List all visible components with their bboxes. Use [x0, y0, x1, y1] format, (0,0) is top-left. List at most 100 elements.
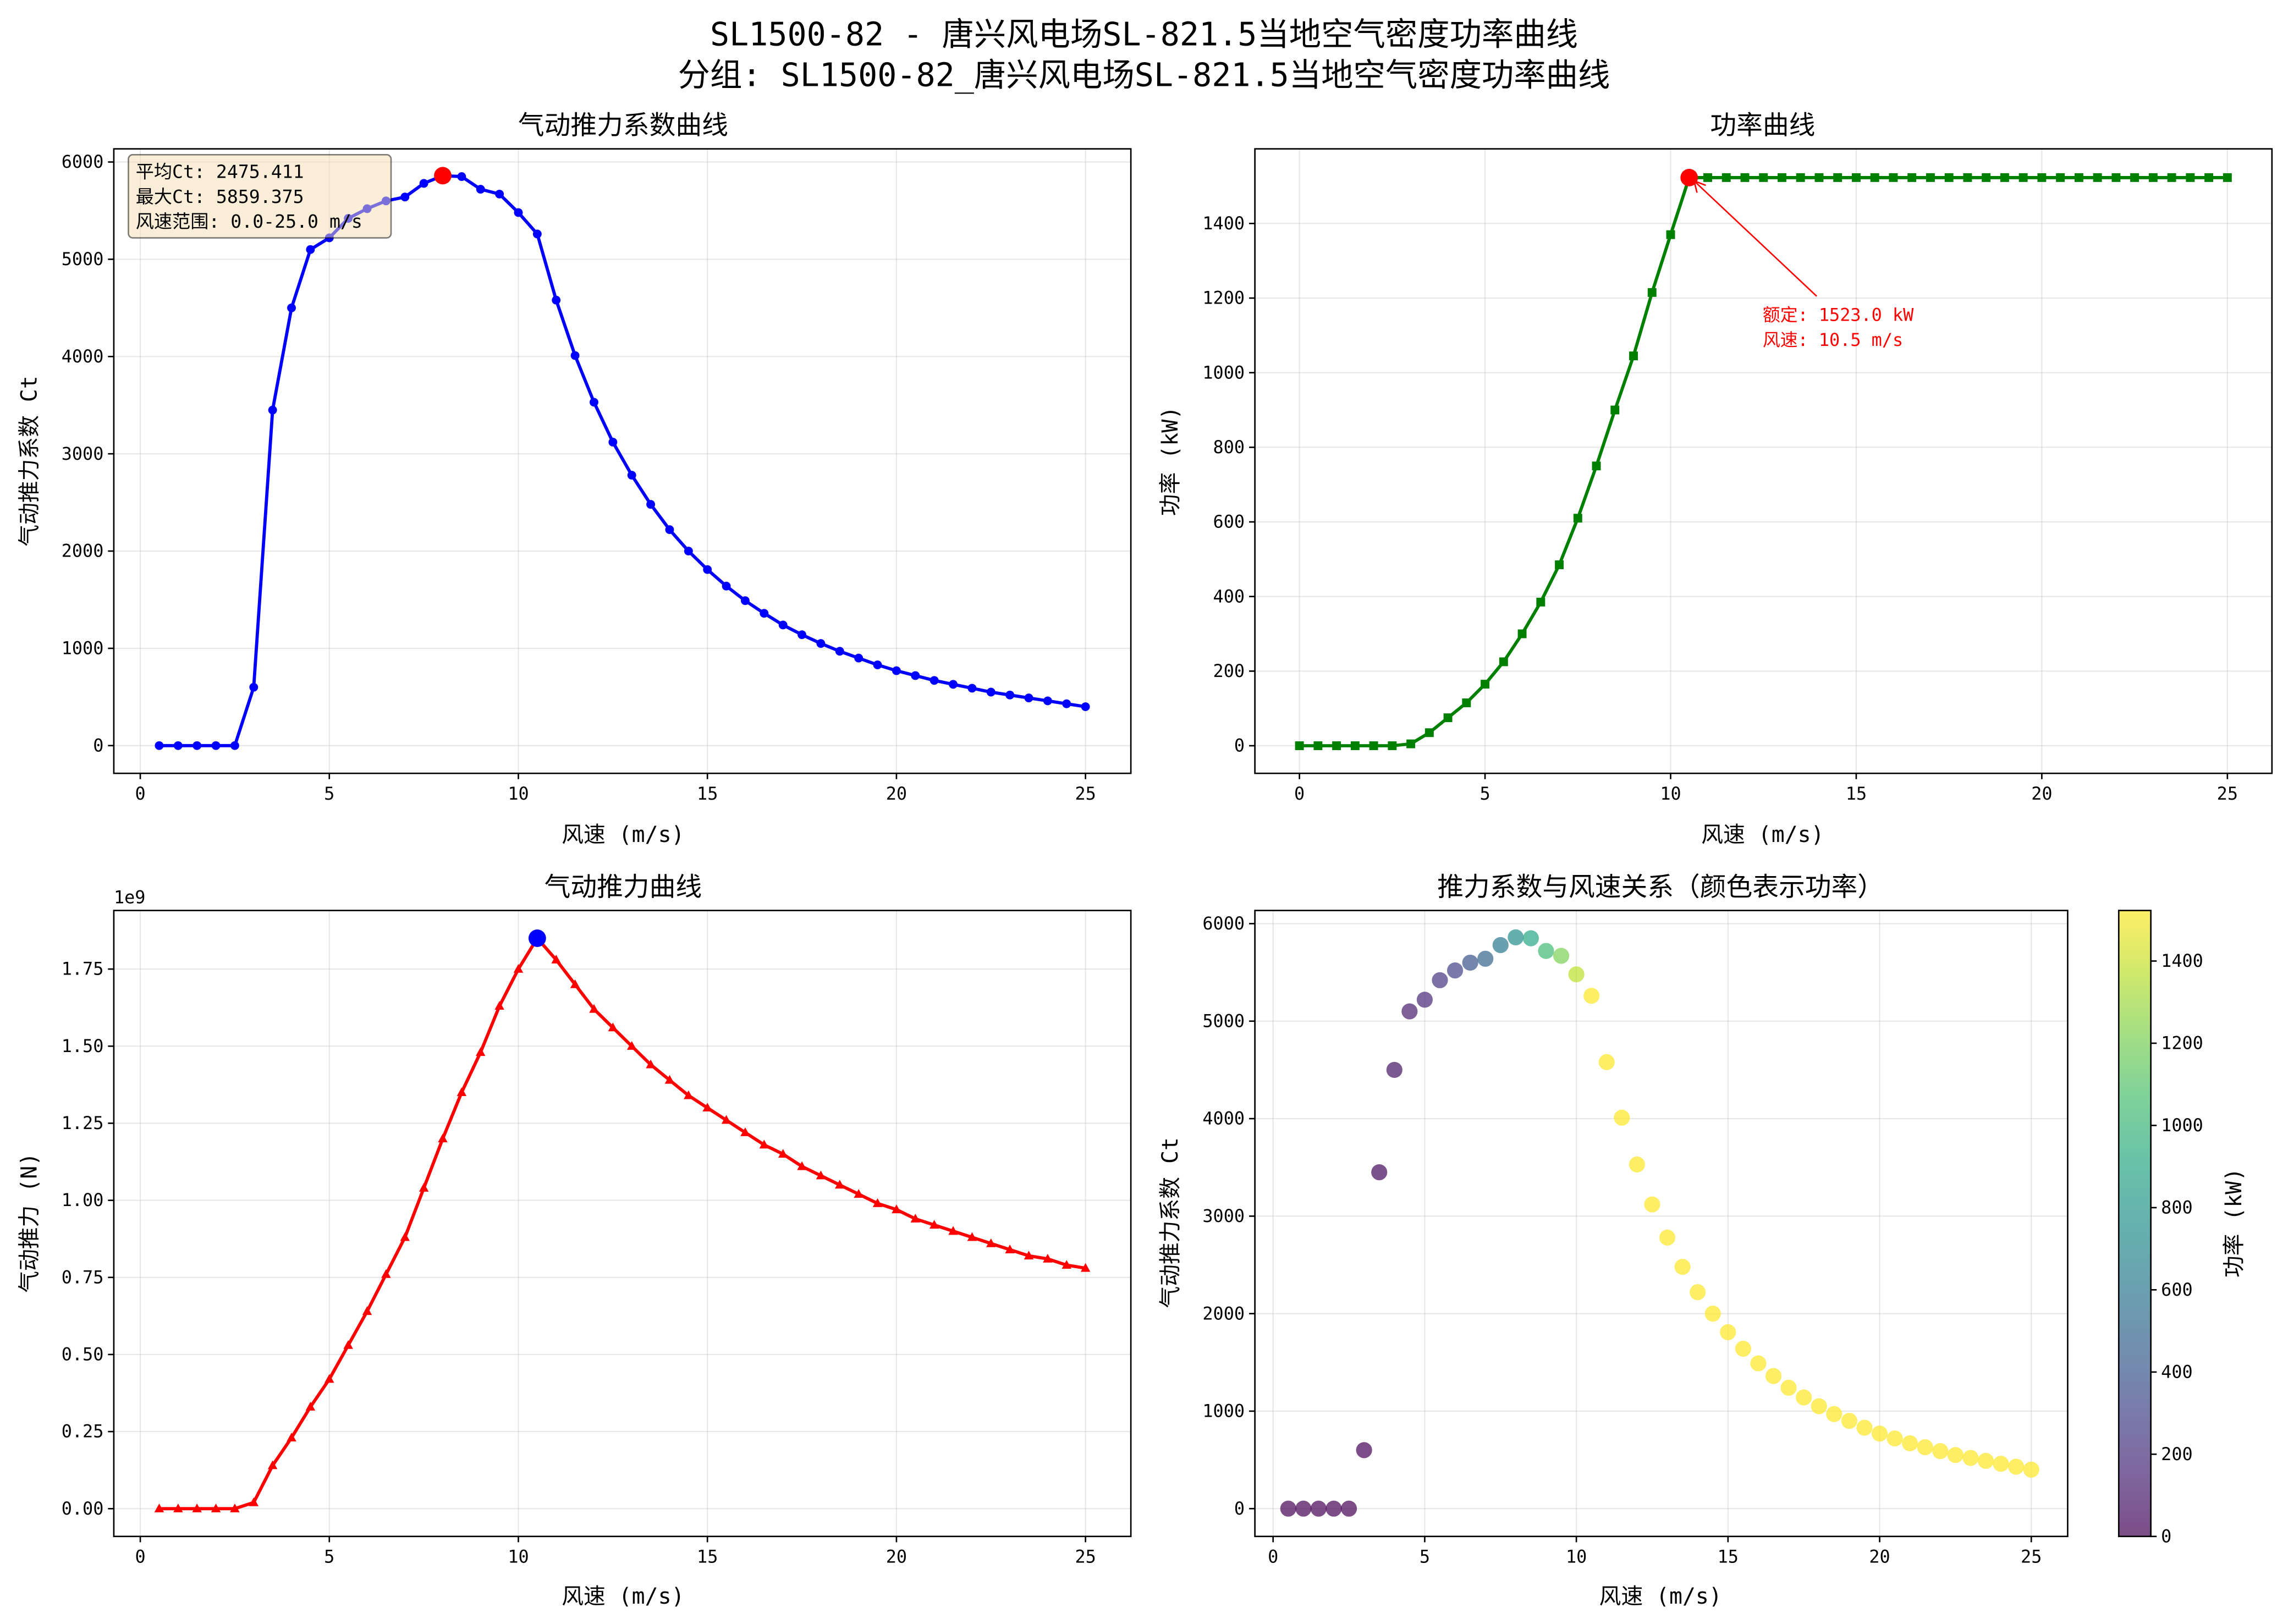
x-tick-label: 10: [508, 783, 529, 804]
ct-ylabel: 气动推力系数 Ct: [16, 376, 42, 547]
power-point: [1889, 173, 1898, 182]
x-tick-label: 20: [886, 783, 907, 804]
power-point: [1778, 173, 1786, 182]
scatter-point: [1674, 1258, 1691, 1275]
y-tick-label: 0.75: [62, 1267, 104, 1287]
thrust-point: [1080, 1263, 1091, 1272]
y-tick-label: 5000: [62, 249, 104, 269]
scatter-point: [1447, 962, 1464, 979]
power-point: [1295, 741, 1304, 750]
x-tick-label: 25: [2217, 783, 2238, 804]
scatter-point: [1629, 1156, 1645, 1172]
thrust-point: [797, 1161, 807, 1170]
power-point: [1592, 461, 1601, 471]
scatter-point: [1508, 929, 1524, 946]
thrust-title: 气动推力曲线: [544, 872, 702, 902]
ct-title: 气动推力系数曲线: [518, 111, 728, 141]
y-tick-label: 1000: [62, 638, 104, 659]
thrust-point: [400, 1232, 410, 1241]
panel-scatter: 推力系数与风速关系（颜色表示功率） 风速 (m/s) 气动推力系数 Ct 0 5 1…: [1158, 872, 2247, 1609]
scatter-point: [1401, 1003, 1418, 1020]
panel-power: 功率曲线 风速 (m/s) 功率 (kW) 0 5 10 15 20 25 0 200 400 6…: [1158, 111, 2273, 847]
thrust-point: [475, 1047, 486, 1056]
power-point: [2093, 173, 2102, 182]
thrust-line: [159, 937, 1086, 1511]
ct-point: [646, 500, 656, 509]
power-point: [1722, 173, 1731, 182]
panel-thrust: 气动推力曲线 风速 (m/s) 气动推力 (N) 1e9 0 5 10 15 20 25 0…: [16, 872, 1132, 1609]
power-point: [1536, 597, 1546, 607]
y-tick-label: 1.25: [62, 1113, 104, 1133]
colorbar-tick-label: 0: [2161, 1526, 2171, 1546]
thrust-point: [740, 1127, 750, 1136]
power-point: [1350, 741, 1360, 750]
thrust-point: [721, 1115, 732, 1124]
thrust-point: [1062, 1260, 1072, 1269]
thrust-point: [343, 1340, 353, 1349]
power-point: [1759, 173, 1768, 182]
annotation-speed: 风速: 10.5 m/s: [1763, 329, 1903, 350]
ct-stats-box: 平均Ct: 2475.411 最大Ct: 5859.375 风速范围: 0.0-…: [128, 153, 392, 239]
ct-peak-marker: [434, 167, 452, 185]
scatter-point: [1765, 1368, 1782, 1384]
y-tick-label: 1400: [1202, 213, 1245, 234]
power-point: [1851, 173, 1861, 182]
ct-point: [703, 565, 712, 574]
ct-point: [911, 671, 920, 680]
y-tick-label: 1000: [1202, 362, 1245, 383]
thrust-point: [551, 955, 561, 964]
x-tick-label: 5: [324, 783, 334, 804]
x-tick-label: 10: [508, 1546, 529, 1567]
thrust-point: [570, 979, 580, 988]
scatter-point: [1871, 1425, 1888, 1442]
power-point: [1944, 173, 1954, 182]
thrust-point: [646, 1059, 656, 1069]
y-tick-label: 4000: [1202, 1108, 1245, 1129]
thrust-point: [872, 1198, 883, 1207]
colorbar-tick-label: 1400: [2161, 950, 2203, 971]
ct-point: [1005, 690, 1015, 700]
y-tick-label: 0: [1234, 1498, 1245, 1519]
ct-point: [155, 741, 164, 750]
axes-frame: [1254, 910, 2069, 1538]
thrust-xlabel: 风速 (m/s): [562, 1584, 684, 1609]
ct-point: [835, 647, 844, 656]
colorbar-scale: [2118, 910, 2152, 1538]
power-point: [1647, 288, 1657, 297]
ct-xlabel: 风速 (m/s): [562, 822, 684, 847]
thrust-point: [589, 1004, 599, 1013]
thrust-offset-text: 1e9: [114, 887, 146, 907]
thrust-point: [816, 1170, 826, 1180]
x-tick-label: 25: [1075, 783, 1096, 804]
ct-point: [665, 525, 674, 535]
thrust-point: [211, 1503, 221, 1512]
ct-point: [722, 581, 731, 591]
power-point: [1555, 560, 1564, 569]
thrust-point: [249, 1497, 259, 1506]
scatter-ylabel: 气动推力系数 Ct: [1158, 1137, 1183, 1308]
ct-point: [798, 630, 807, 640]
thrust-point: [626, 1041, 637, 1050]
power-peak-marker: [1680, 168, 1698, 186]
x-tick-label: 20: [1869, 1546, 1890, 1567]
thrust-point: [948, 1226, 958, 1235]
power-point: [2056, 173, 2065, 182]
arrow-head-icon: [1693, 180, 1706, 193]
power-point: [1332, 741, 1341, 750]
ct-point: [816, 639, 826, 648]
power-point: [2167, 173, 2176, 182]
ct-point: [873, 660, 882, 669]
thrust-point: [929, 1220, 939, 1229]
x-tick-label: 20: [886, 1546, 907, 1567]
scatter-point: [1796, 1389, 1812, 1406]
scatter-point: [1917, 1439, 1933, 1456]
thrust-point: [986, 1238, 996, 1247]
ct-point: [268, 405, 277, 415]
thrust-point: [419, 1182, 429, 1192]
scatter-point: [1416, 992, 1433, 1008]
scatter-point: [1583, 988, 1600, 1004]
ct-point: [778, 620, 788, 630]
ct-point: [740, 596, 750, 605]
scatter-point: [1720, 1324, 1736, 1340]
